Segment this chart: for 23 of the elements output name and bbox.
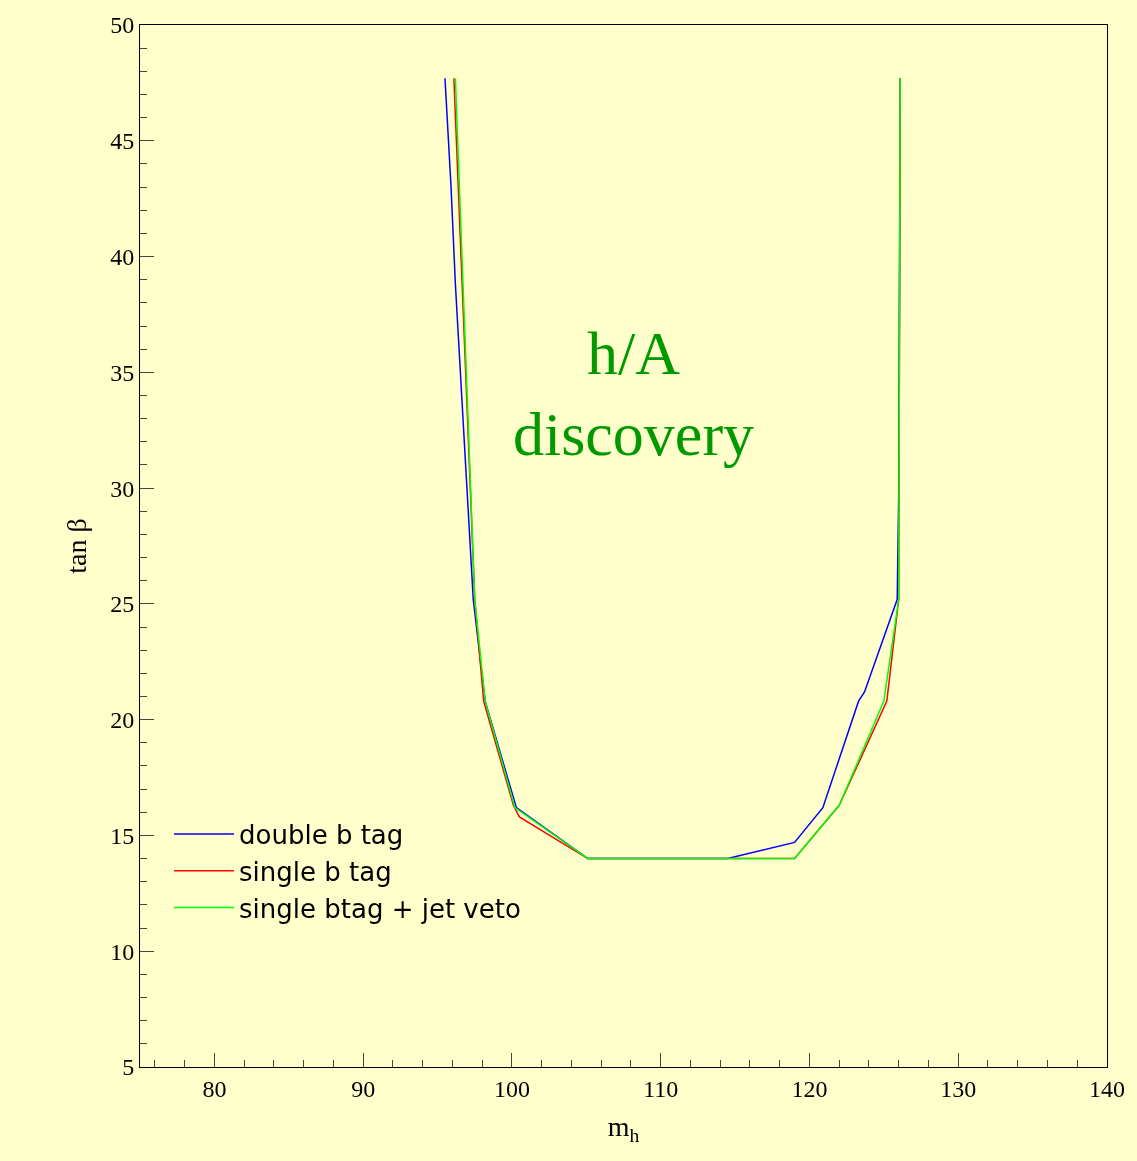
y-tick-label: 40	[110, 243, 135, 270]
x-axis-title: m$_{h}$	[607, 1110, 640, 1146]
y-tick-label: 35	[110, 359, 135, 386]
y-tick-label: 25	[110, 591, 135, 618]
y-tick-label: 50	[110, 12, 135, 39]
y-tick-label: 20	[110, 707, 135, 734]
y-tick-label: 45	[110, 128, 135, 155]
annotation: h/A discovery	[513, 319, 755, 468]
y-tick-label: 30	[110, 475, 135, 502]
x-tick-label: 110	[643, 1075, 679, 1102]
y-axis-title: tan β	[60, 518, 92, 574]
x-tick-label: 140	[1089, 1075, 1125, 1102]
legend-label: single btag + jet veto	[239, 893, 521, 924]
y-tick-label: 10	[110, 938, 135, 965]
x-tick-label: 90	[351, 1075, 376, 1102]
legend-label: double b tag	[239, 820, 404, 851]
y-tick-label: 5	[122, 1054, 135, 1081]
legend-label: single b tag	[239, 856, 392, 887]
y-tick-label: 15	[110, 822, 135, 849]
x-tick-label: 120	[791, 1075, 828, 1102]
x-tick-label: 100	[493, 1075, 530, 1102]
x-tick-label: 130	[940, 1075, 977, 1102]
x-tick-label: 80	[202, 1075, 227, 1102]
